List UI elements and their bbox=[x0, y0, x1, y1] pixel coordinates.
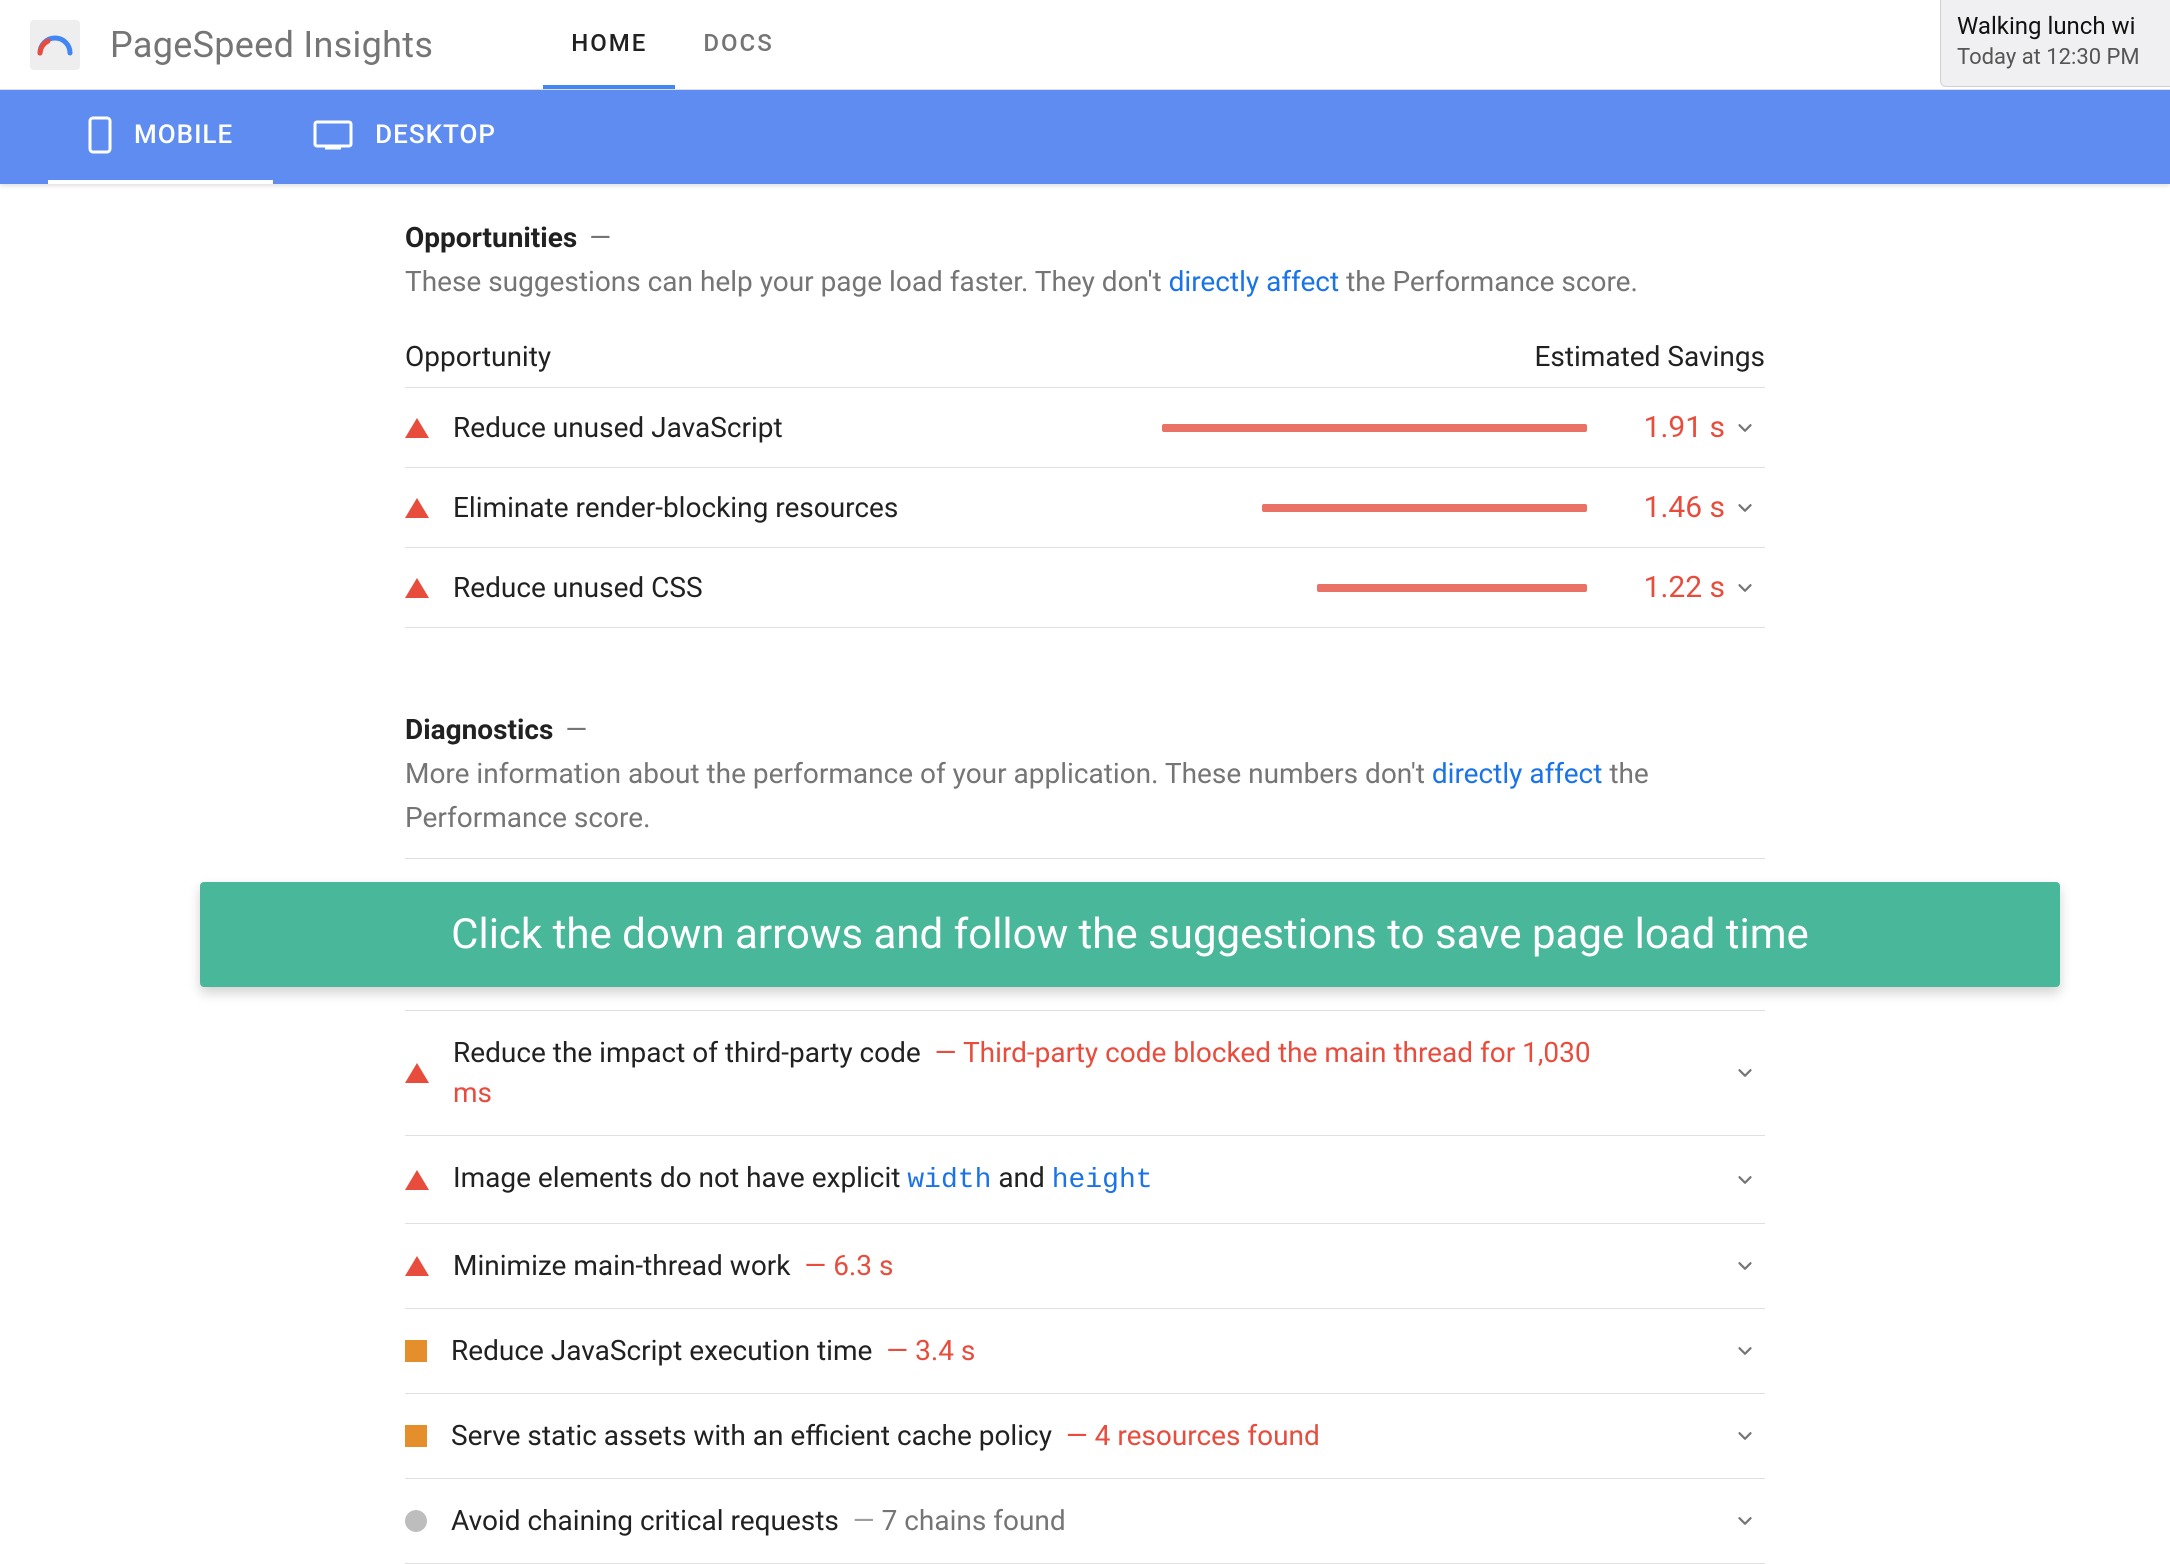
savings-value: 1.91 s bbox=[1615, 410, 1725, 445]
dash: — bbox=[565, 708, 587, 752]
chevron-down-icon[interactable] bbox=[1725, 1510, 1765, 1532]
tab-desktop[interactable]: DESKTOP bbox=[273, 90, 536, 184]
directly-affect-link[interactable]: directly affect bbox=[1169, 265, 1340, 298]
top-nav: HOME DOCS bbox=[543, 0, 802, 89]
severity-triangle-icon bbox=[405, 418, 429, 438]
brand-title: PageSpeed Insights bbox=[110, 24, 433, 66]
opportunity-row[interactable]: Eliminate render-blocking resources 1.46 … bbox=[405, 467, 1765, 547]
diagnostics-desc: More information about the performance o… bbox=[405, 752, 1765, 840]
chevron-down-icon[interactable] bbox=[1725, 1340, 1765, 1362]
savings-value: 1.46 s bbox=[1615, 490, 1725, 525]
diagnostics-header: Diagnostics — More information about the… bbox=[405, 708, 1765, 840]
diagnostics-title: Diagnostics bbox=[405, 708, 553, 752]
diagnostic-row[interactable]: Image elements do not have explicit widt… bbox=[405, 1135, 1765, 1223]
savings-bar-wrap bbox=[723, 584, 1587, 592]
device-tabs: MOBILE DESKTOP bbox=[0, 90, 2170, 184]
main-content: Opportunities — These suggestions can he… bbox=[405, 184, 1765, 1564]
system-notification[interactable]: Walking lunch wi Today at 12:30 PM bbox=[1940, 0, 2170, 87]
opportunities-list: Reduce unused JavaScript 1.91 s Eliminate … bbox=[405, 387, 1765, 628]
opportunity-label: Reduce unused JavaScript bbox=[453, 411, 783, 444]
savings-bar bbox=[1162, 424, 1587, 432]
notification-title: Walking lunch wi bbox=[1957, 10, 2154, 42]
savings-value: 1.22 s bbox=[1615, 570, 1725, 605]
chevron-down-icon[interactable] bbox=[1725, 1062, 1765, 1084]
code-token: height bbox=[1052, 1165, 1153, 1196]
diagnostic-row[interactable]: Avoid chaining critical requests — 7 cha… bbox=[405, 1478, 1765, 1564]
diagnostic-row[interactable]: Serve static assets with an efficient ca… bbox=[405, 1393, 1765, 1478]
severity-triangle-icon bbox=[405, 1063, 429, 1083]
opportunities-header: Opportunities — These suggestions can he… bbox=[405, 216, 1765, 304]
diagnostic-extra: 6.3 s bbox=[833, 1249, 893, 1282]
savings-bar-wrap bbox=[918, 504, 1587, 512]
opportunity-label: Eliminate render-blocking resources bbox=[453, 491, 898, 524]
col-savings: Estimated Savings bbox=[1534, 340, 1765, 373]
diagnostic-row[interactable]: Reduce the impact of third-party code — … bbox=[405, 1010, 1765, 1135]
diagnostic-row[interactable]: Minimize main-thread work — 6.3 s bbox=[405, 1223, 1765, 1308]
diagnostic-label: Reduce JavaScript execution time — 3.4 s bbox=[451, 1331, 975, 1371]
logo bbox=[30, 20, 80, 70]
opportunities-desc: These suggestions can help your page loa… bbox=[405, 260, 1638, 304]
opportunities-title: Opportunities bbox=[405, 216, 577, 260]
opportunities-columns: Opportunity Estimated Savings bbox=[405, 322, 1765, 387]
mobile-icon bbox=[88, 116, 112, 154]
diagnostic-label: Minimize main-thread work — 6.3 s bbox=[453, 1246, 893, 1286]
chevron-down-icon[interactable] bbox=[1725, 417, 1765, 439]
diagnostic-extra: 4 resources found bbox=[1095, 1419, 1320, 1452]
top-bar: PageSpeed Insights HOME DOCS bbox=[0, 0, 2170, 90]
opportunity-row[interactable]: Reduce unused JavaScript 1.91 s bbox=[405, 387, 1765, 467]
diagnostic-label: Reduce the impact of third-party code — … bbox=[453, 1033, 1633, 1113]
severity-triangle-icon bbox=[405, 1256, 429, 1276]
nav-docs[interactable]: DOCS bbox=[675, 0, 801, 89]
severity-triangle-icon bbox=[405, 1170, 429, 1190]
diagnostic-row[interactable]: Reduce JavaScript execution time — 3.4 s bbox=[405, 1308, 1765, 1393]
savings-bar bbox=[1317, 584, 1587, 592]
instruction-callout: Click the down arrows and follow the sug… bbox=[200, 882, 2060, 987]
diagnostic-extra: 3.4 s bbox=[915, 1334, 975, 1367]
code-token: width bbox=[907, 1165, 991, 1196]
opportunity-label: Reduce unused CSS bbox=[453, 571, 703, 604]
directly-affect-link-2[interactable]: directly affect bbox=[1432, 757, 1603, 790]
tab-mobile[interactable]: MOBILE bbox=[48, 90, 273, 184]
tab-desktop-label: DESKTOP bbox=[375, 120, 496, 150]
severity-square-icon bbox=[405, 1425, 427, 1447]
severity-square-icon bbox=[405, 1340, 427, 1362]
opportunity-row[interactable]: Reduce unused CSS 1.22 s bbox=[405, 547, 1765, 628]
chevron-down-icon[interactable] bbox=[1725, 1425, 1765, 1447]
notification-time: Today at 12:30 PM bbox=[1957, 42, 2154, 74]
dash: — bbox=[589, 216, 611, 260]
diagnostic-extra: Third-party code blocked the main thread… bbox=[453, 1036, 1591, 1109]
diagnostic-label: Serve static assets with an efficient ca… bbox=[451, 1416, 1320, 1456]
severity-dot-icon bbox=[405, 1510, 427, 1532]
col-opportunity: Opportunity bbox=[405, 340, 551, 373]
savings-bar-wrap bbox=[803, 424, 1587, 432]
gauge-icon bbox=[36, 33, 74, 57]
desktop-icon bbox=[313, 120, 353, 150]
chevron-down-icon[interactable] bbox=[1725, 1255, 1765, 1277]
chevron-down-icon[interactable] bbox=[1725, 497, 1765, 519]
diagnostic-extra: 7 chains found bbox=[882, 1504, 1066, 1537]
severity-triangle-icon bbox=[405, 498, 429, 518]
savings-bar bbox=[1262, 504, 1587, 512]
nav-home[interactable]: HOME bbox=[543, 0, 675, 89]
chevron-down-icon[interactable] bbox=[1725, 577, 1765, 599]
tab-mobile-label: MOBILE bbox=[134, 120, 233, 150]
diagnostic-label: Avoid chaining critical requests — 7 cha… bbox=[451, 1501, 1066, 1541]
diagnostic-label: Image elements do not have explicit widt… bbox=[453, 1158, 1153, 1201]
chevron-down-icon[interactable] bbox=[1725, 1169, 1765, 1191]
severity-triangle-icon bbox=[405, 578, 429, 598]
